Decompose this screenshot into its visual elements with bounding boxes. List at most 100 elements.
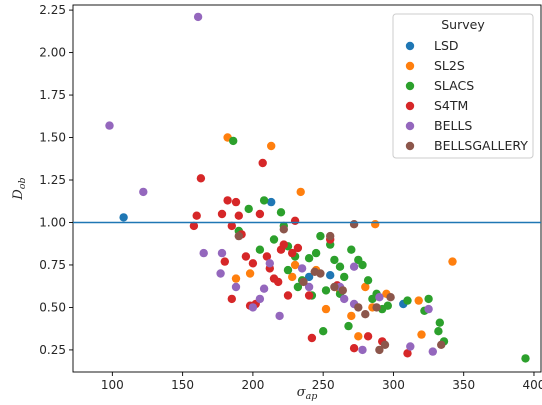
x-tick-label-350: 350 (452, 378, 475, 392)
point-slacs-30 (435, 318, 444, 327)
point-s4tm-14 (258, 158, 267, 168)
point-s4tm-7 (234, 211, 243, 220)
point-bellsgallery-9 (354, 303, 363, 312)
point-slacs-28 (424, 294, 433, 304)
point-sl2s-6 (417, 330, 426, 339)
point-sl2s-14 (361, 282, 370, 292)
y-tick-label-6: 1.75 (39, 88, 66, 102)
legend-entries: LSD SL2S SLACS S4TM BELLS BELLSGALLERY (405, 38, 528, 153)
point-slacs-12 (311, 248, 321, 258)
point-s4tm-24 (293, 243, 303, 253)
point-slacs-32 (521, 354, 530, 363)
point-bellsgallery-11 (372, 303, 381, 312)
point-s4tm-30 (363, 332, 373, 341)
point-bellsgallery-7 (338, 286, 347, 295)
y-axis-label: Dob (11, 177, 28, 200)
point-sl2s-13 (354, 332, 363, 341)
point-slacs-2 (276, 208, 286, 217)
point-bellsgallery-0 (234, 231, 243, 241)
point-sl2s-18 (288, 272, 297, 282)
point-s4tm-11 (248, 259, 258, 268)
point-sl2s-3 (371, 220, 380, 229)
legend-label-slacs: SLACS (434, 78, 474, 93)
point-s4tm-32 (403, 349, 412, 358)
point-sl2s-1 (267, 141, 276, 151)
x-tick-label-250: 250 (312, 378, 335, 392)
point-bells-20 (424, 304, 433, 314)
point-slacs-33 (319, 327, 328, 336)
point-bellsgallery-15 (437, 340, 446, 349)
point-slacs-18 (347, 245, 356, 254)
point-bellsgallery-1 (279, 225, 288, 234)
x-tick-label-100: 100 (101, 378, 124, 392)
point-s4tm-20 (279, 240, 288, 249)
point-slacs-36 (293, 282, 303, 292)
point-s4tm-29 (349, 344, 359, 353)
point-sl2s-17 (347, 311, 356, 321)
point-slacs-5 (255, 245, 265, 254)
x-tick-label-200: 200 (241, 378, 264, 392)
point-s4tm-15 (262, 252, 272, 261)
point-s4tm-23 (290, 216, 300, 225)
legend-title: Survey (441, 17, 485, 32)
point-sl2s-11 (321, 304, 331, 314)
point-s4tm-25 (304, 291, 314, 300)
point-s4tm-3 (217, 209, 227, 219)
point-s4tm-26 (307, 333, 317, 343)
point-s4tm-34 (220, 257, 229, 266)
point-s4tm-13 (255, 209, 265, 219)
legend-box (392, 13, 534, 159)
point-slacs-29 (434, 327, 443, 336)
x-tick-label-400: 400 (523, 378, 542, 392)
point-bells-19 (406, 342, 415, 351)
point-sl2s-4 (448, 257, 457, 266)
legend-marker-slacs (405, 81, 415, 91)
x-tick-label-150: 150 (171, 378, 194, 392)
y-tick-label-8: 2.25 (39, 3, 66, 17)
point-bellsgallery-10 (361, 310, 370, 319)
point-sl2s-7 (245, 269, 255, 278)
point-bellsgallery-5 (326, 231, 335, 241)
point-slacs-21 (363, 276, 373, 285)
point-slacs-15 (330, 255, 339, 265)
point-slacs-3 (244, 204, 253, 214)
point-slacs-13 (316, 231, 325, 241)
y-tick-label-0: 0.25 (39, 343, 66, 357)
y-tick-label-5: 1.50 (39, 131, 66, 145)
legend-label-bellsgallery: BELLSGALLERY (434, 138, 528, 153)
legend-label-bells: BELLS (434, 118, 472, 133)
point-bells-22 (349, 262, 359, 271)
point-bells-2 (193, 12, 203, 22)
point-bells-12 (297, 264, 307, 273)
legend-marker-bells (405, 121, 415, 131)
y-tick-label-2: 0.75 (39, 258, 66, 272)
point-bells-6 (231, 282, 241, 292)
point-slacs-11 (304, 254, 314, 263)
point-slacs-38 (321, 286, 331, 295)
point-s4tm-2 (196, 174, 206, 183)
point-bellsgallery-2 (299, 277, 308, 287)
point-bellsgallery-12 (375, 345, 384, 355)
point-slacs-1 (259, 196, 269, 205)
point-bellsgallery-13 (380, 340, 390, 349)
point-lsd-1 (267, 197, 276, 207)
point-bells-17 (358, 345, 367, 355)
point-bells-8 (255, 294, 265, 304)
legend-label-sl2s: SL2S (434, 58, 465, 73)
point-bells-4 (216, 269, 225, 278)
point-bellsgallery-8 (349, 220, 359, 229)
point-slacs-20 (358, 260, 367, 270)
point-bells-9 (259, 284, 269, 293)
point-s4tm-21 (283, 291, 293, 300)
point-lsd-3 (326, 271, 335, 280)
point-sl2s-5 (414, 296, 423, 305)
point-lsd-0 (119, 213, 128, 222)
point-bellsgallery-14 (386, 293, 395, 302)
legend-marker-sl2s (405, 61, 415, 71)
point-bellsgallery-6 (330, 282, 339, 292)
point-bells-5 (217, 248, 227, 258)
data-points (105, 12, 530, 363)
point-slacs-0 (229, 136, 238, 146)
point-bellsgallery-4 (316, 269, 325, 278)
